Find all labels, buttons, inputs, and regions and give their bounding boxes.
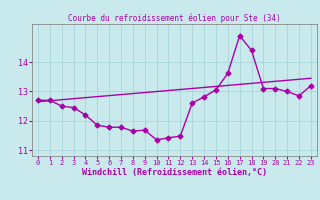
X-axis label: Windchill (Refroidissement éolien,°C): Windchill (Refroidissement éolien,°C) — [82, 168, 267, 177]
Title: Courbe du refroidissement éolien pour Ste (34): Courbe du refroidissement éolien pour St… — [68, 14, 281, 23]
